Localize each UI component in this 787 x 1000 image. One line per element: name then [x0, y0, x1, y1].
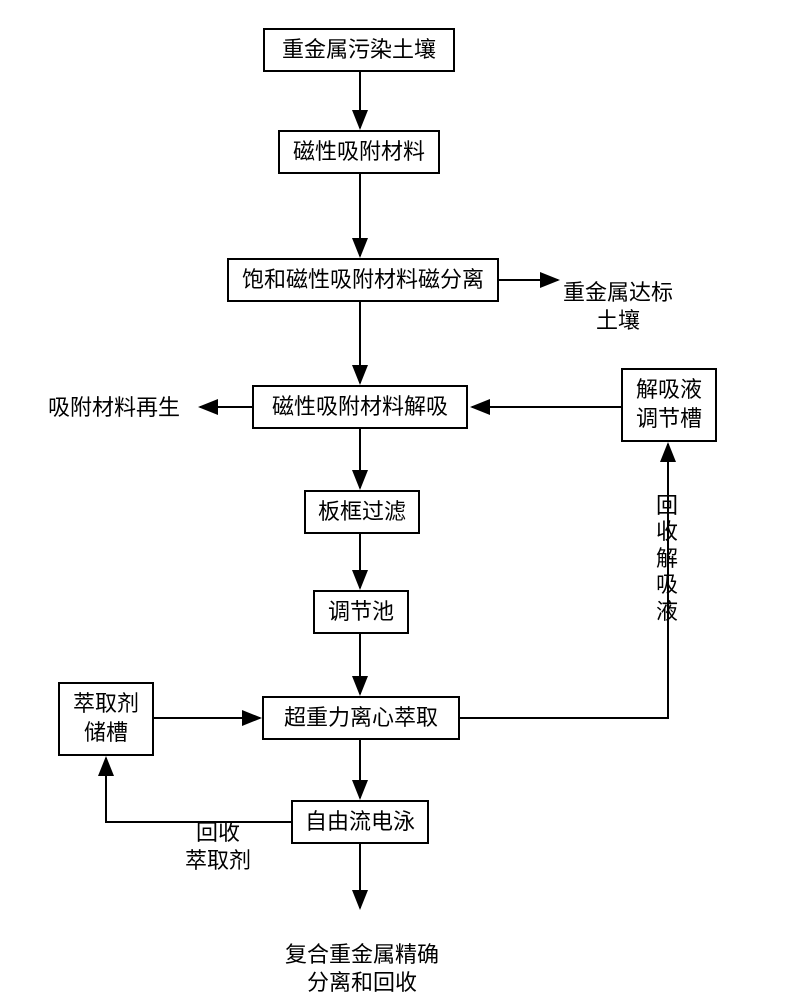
label-text: 重金属达标 土壤	[563, 280, 673, 334]
label-compliant-soil: 重金属达标 土壤	[563, 250, 673, 336]
node-label: 超重力离心萃取	[284, 704, 438, 733]
node-extractant-tank: 萃取剂 储槽	[58, 682, 154, 756]
node-filter: 板框过滤	[304, 490, 420, 534]
node-label: 自由流电泳	[305, 808, 415, 837]
node-electrophoresis: 自由流电泳	[291, 800, 429, 844]
node-desorption-tank: 解吸液 调节槽	[621, 368, 717, 442]
node-label: 萃取剂 储槽	[73, 690, 139, 747]
node-label: 磁性吸附材料解吸	[272, 393, 448, 422]
label-recover-extractant: 回收 萃取剂	[185, 790, 251, 876]
label-text: 吸附材料再生	[48, 395, 180, 420]
label-text: 回收 萃取剂	[185, 820, 251, 874]
node-label: 重金属污染土壤	[282, 36, 436, 65]
label-text: 复合重金属精确 分离和回收	[285, 942, 439, 996]
node-magnetic-adsorbent: 磁性吸附材料	[278, 130, 440, 174]
node-magnetic-separation: 饱和磁性吸附材料磁分离	[227, 258, 499, 302]
node-hypergravity-extraction: 超重力离心萃取	[262, 696, 460, 740]
node-contaminated-soil: 重金属污染土壤	[263, 28, 455, 72]
node-label: 解吸液 调节槽	[636, 376, 702, 433]
node-desorption: 磁性吸附材料解吸	[252, 385, 468, 429]
label-final-output: 复合重金属精确 分离和回收	[272, 912, 452, 998]
label-text: 回收解吸液	[656, 493, 678, 624]
node-label: 饱和磁性吸附材料磁分离	[242, 266, 484, 295]
node-label: 磁性吸附材料	[293, 138, 425, 167]
node-label: 调节池	[328, 598, 394, 627]
label-recover-desorption: 回收解吸液	[655, 493, 679, 625]
label-adsorbent-regen: 吸附材料再生	[48, 394, 180, 423]
node-regulation-tank: 调节池	[313, 590, 409, 634]
node-label: 板框过滤	[318, 498, 406, 527]
